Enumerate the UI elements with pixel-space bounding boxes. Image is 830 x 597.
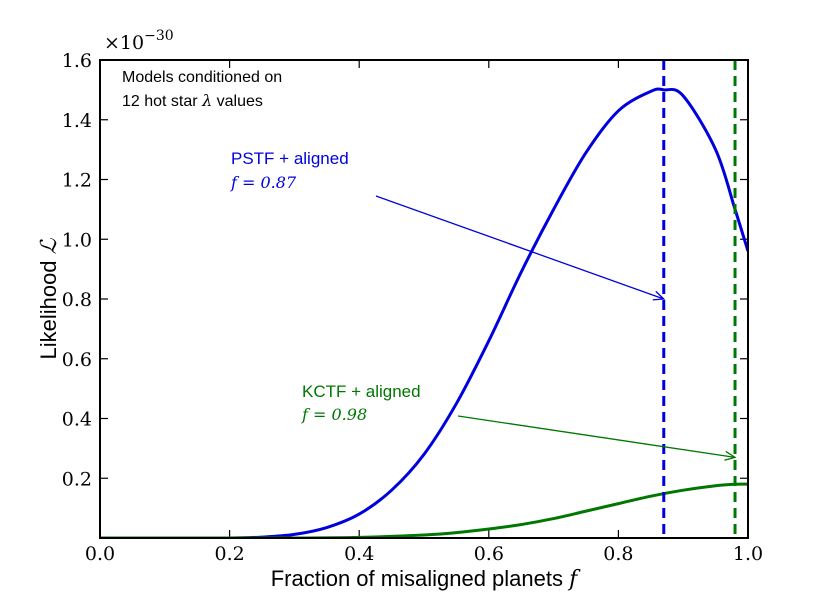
y-tick-label: 0.4: [62, 409, 92, 431]
y-tick-label: 0.6: [62, 349, 92, 371]
note-lambda-symbol: λ: [201, 91, 212, 110]
x-tick-label: 0.4: [344, 543, 374, 565]
y-tick-label: 1.6: [62, 50, 92, 72]
y-multiplier-exponent: −30: [144, 28, 174, 44]
kctf-aligned-line: [100, 482, 748, 538]
arrows-layer: [375, 195, 737, 461]
x-tick-label: 0.2: [214, 543, 244, 565]
kctf-annotation-value: f = 0.98: [301, 405, 367, 424]
kctf-annotation-label: KCTF + aligned: [302, 382, 421, 401]
pstf-aligned-line: [100, 87, 748, 538]
x-axis-variable: f: [567, 567, 581, 592]
ticks-layer: 0.0 0.2 0.4 0.6 0.8 1.0 0.2 0.4 0.6 0.8 1.0 1.2 1.4 1…: [62, 50, 763, 565]
series-layer: [100, 87, 748, 538]
note-line-1: Models conditioned on: [122, 69, 282, 86]
x-tick-label: 0.8: [603, 543, 633, 565]
y-tick-label: 0.2: [62, 468, 92, 490]
kctf-arrow-head: [724, 450, 737, 461]
pstf-annotation-label: PSTF + aligned: [231, 149, 349, 168]
pstf-arrow-shaft: [375, 195, 664, 300]
y-tick-label: 1.2: [62, 170, 92, 192]
pstf-annotation-value: f = 0.87: [230, 173, 297, 192]
y-multiplier: ×10−30: [104, 28, 174, 54]
y-tick-label: 0.8: [62, 289, 92, 311]
x-tick-label: 1.0: [733, 543, 763, 565]
y-tick-label: 1.4: [62, 110, 92, 132]
x-tick-label: 0.0: [85, 543, 115, 565]
vlines-layer: [662, 60, 737, 538]
kctf-arrow-shaft: [457, 415, 736, 458]
y-tick-label: 1.0: [62, 229, 92, 251]
plot-frame: [99, 59, 749, 539]
y-axis-label: Likelihood ℒ: [36, 237, 62, 359]
x-tick-label: 0.6: [474, 543, 504, 565]
x-axis-label: Fraction of misaligned planets f: [271, 566, 581, 592]
note-line-2: 12 hot star λ values: [122, 91, 263, 110]
y-axis-variable: ℒ: [37, 237, 62, 254]
pstf-arrow-head: [652, 290, 666, 301]
